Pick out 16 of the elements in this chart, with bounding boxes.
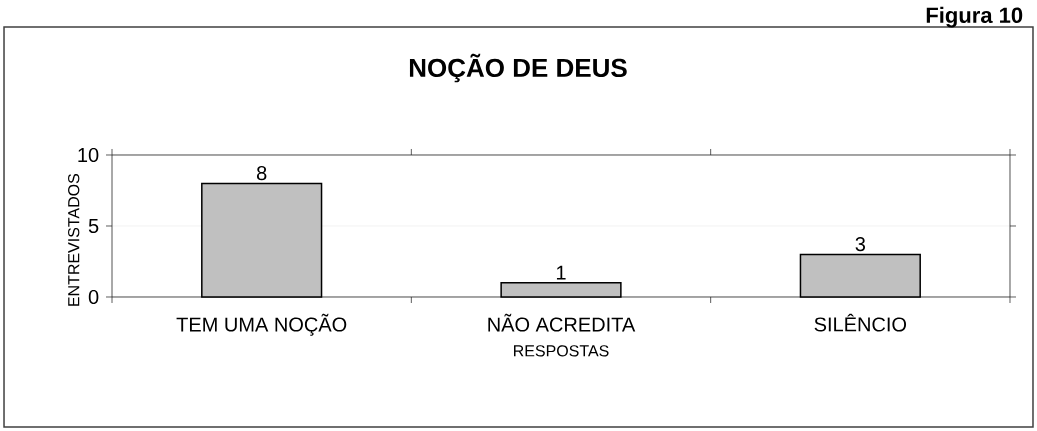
data-label: 3	[855, 237, 866, 252]
text: Figura 10	[926, 6, 1023, 28]
x-axis-title: RESPOSTAS	[514, 345, 609, 357]
y-tick-label: 5	[88, 219, 99, 233]
bar	[500, 282, 622, 298]
bar	[201, 182, 323, 298]
x-tick-label: TEM UMA NOÇÃO	[176, 313, 347, 336]
y-axis-title: ENTREVISTADOS	[68, 173, 80, 306]
x-tick-label: SILÊNCIO	[814, 313, 907, 332]
chart-title: NOÇÃO DE DEUS	[409, 53, 627, 83]
bar	[799, 253, 921, 298]
y-tick-label: 10	[78, 147, 99, 163]
data-label: 1	[556, 265, 566, 280]
data-label: 8	[256, 166, 267, 181]
y-tick-label: 0	[88, 289, 99, 305]
x-tick-label: NÃO ACREDITA	[488, 313, 636, 332]
